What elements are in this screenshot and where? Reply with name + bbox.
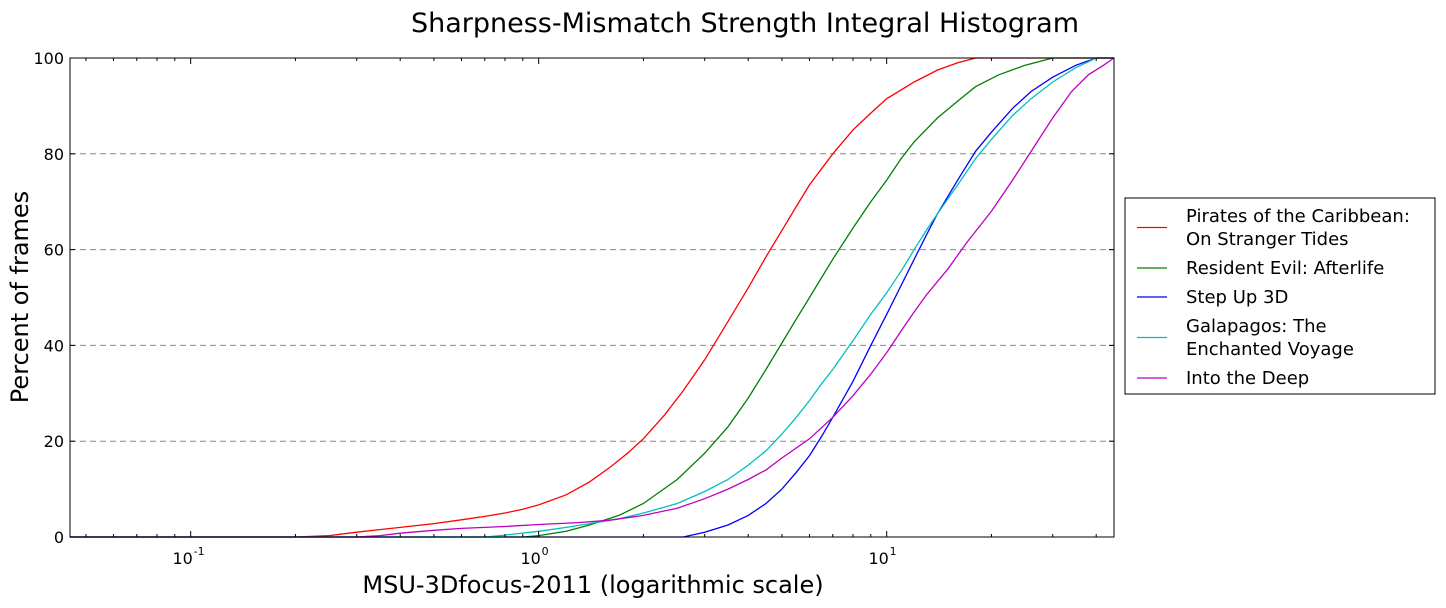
legend-box [1124,197,1436,395]
chart-title: Sharpness-Mismatch Strength Integral His… [411,8,1079,39]
x-tick-label: 10 [173,549,193,568]
legend-label-2: Resident Evil: Afterlife [1186,258,1384,279]
y-tick-label: 80 [44,145,64,164]
x-tick-label: 10 [521,549,541,568]
legend-label-1: On Stranger Tides [1186,229,1349,250]
legend: Pirates of the Caribbean:On Stranger Tid… [1124,197,1436,395]
series-line-1 [70,57,1114,538]
legend-label-4: Enchanted Voyage [1186,339,1354,360]
y-tick-label: 0 [54,528,64,547]
series-line-5 [70,57,1115,538]
legend-label-1: Pirates of the Caribbean: [1186,206,1410,227]
series-lines [70,57,1115,538]
y-tick-label: 40 [44,336,64,355]
y-axis-label: Percent of frames [6,191,34,403]
grid-lines [70,153,1114,442]
x-axis-label: MSU-3Dfocus-2011 (logarithmic scale) [362,571,823,599]
legend-label-4: Galapagos: The [1186,316,1327,337]
y-tick-label: 100 [33,49,64,68]
x-tick-label-exponent: 1 [890,545,897,558]
legend-label-3: Step Up 3D [1186,287,1288,308]
y-tick-label: 20 [44,432,64,451]
legend-label-5: Into the Deep [1186,368,1309,389]
x-tick-label: 10 [869,549,889,568]
y-tick-label: 60 [44,241,64,260]
series-line-3 [70,57,1114,538]
x-tick-label-exponent: 0 [542,545,549,558]
x-tick-label-exponent: -1 [194,545,205,558]
plot-frame [69,57,1115,538]
